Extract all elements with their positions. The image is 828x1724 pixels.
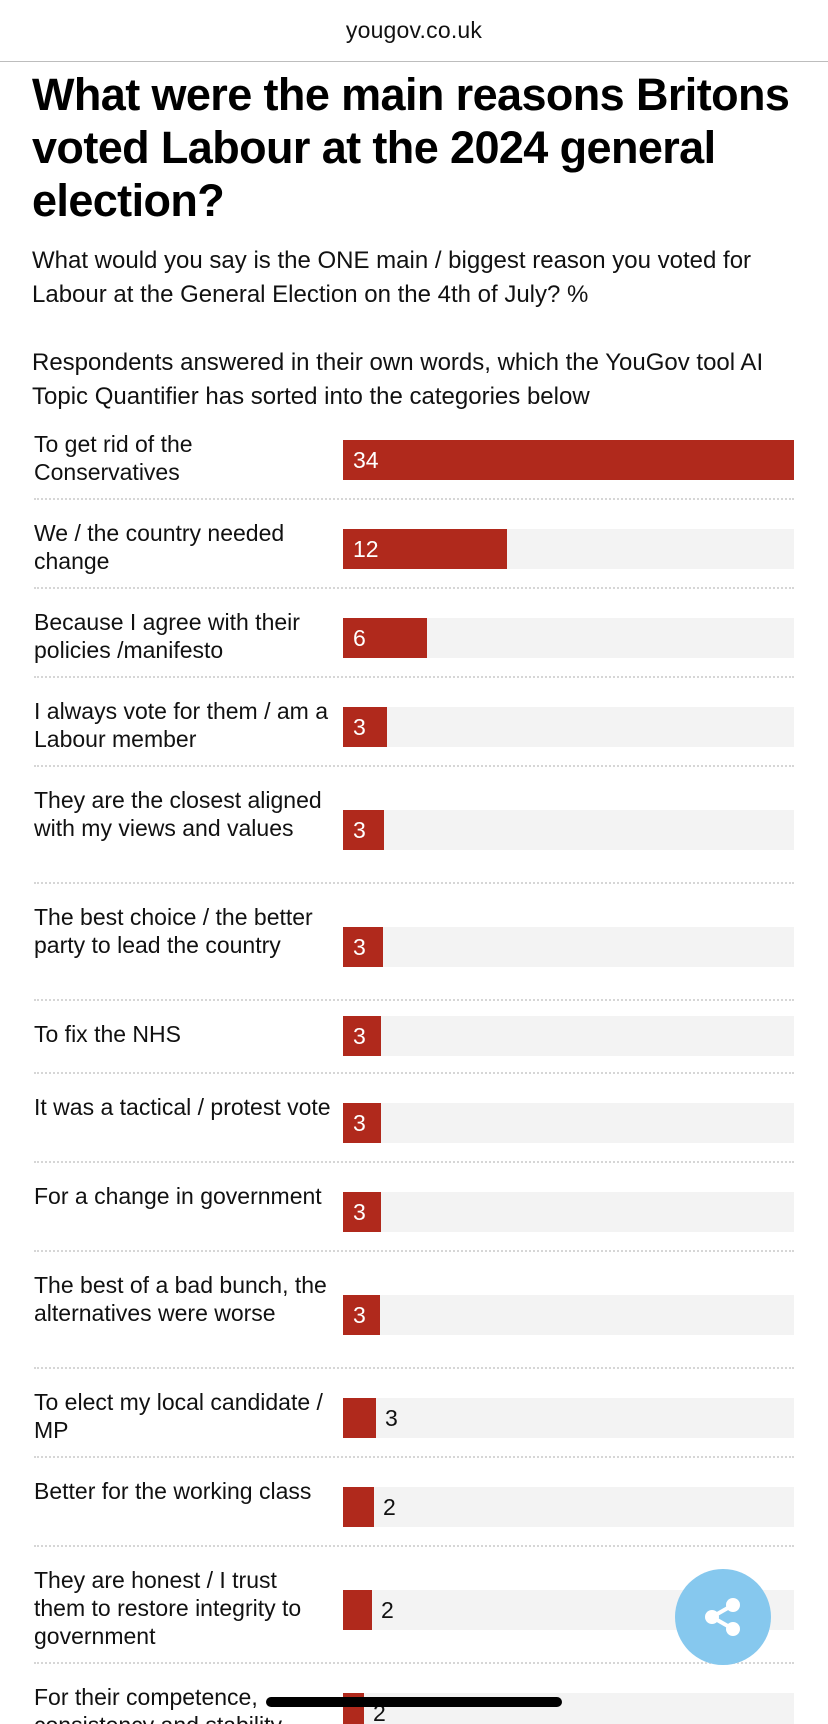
bar-track: 3 (343, 1016, 794, 1056)
row-divider (34, 1545, 794, 1547)
value-label: 12 (353, 536, 379, 562)
category-label: It was a tactical / protest vote (34, 1094, 331, 1120)
bar (343, 1487, 374, 1527)
bar (343, 1295, 380, 1335)
category-label: We / the country needed change (34, 520, 285, 574)
row-divider (34, 1072, 794, 1074)
bar-track: 3 (343, 1398, 794, 1438)
bar-track: 12 (343, 529, 794, 569)
bar-track: 6 (343, 618, 794, 658)
category-label: For their competence, consistency and st… (34, 1684, 282, 1724)
value-label: 34 (353, 447, 379, 473)
row-divider (34, 1250, 794, 1252)
category-label: The best choice / the better party to le… (34, 904, 313, 958)
row-divider (34, 765, 794, 767)
category-label: They are the closest aligned with my vie… (34, 787, 322, 841)
value-label: 3 (353, 934, 366, 960)
bar-track: 3 (343, 927, 794, 967)
bar (343, 1398, 376, 1438)
row-divider (34, 676, 794, 678)
value-label: 6 (353, 625, 366, 651)
value-label: 3 (353, 817, 366, 843)
row-divider (34, 587, 794, 589)
row-divider (34, 882, 794, 884)
bar (343, 810, 384, 850)
bar (343, 1590, 372, 1630)
bar-track: 34 (343, 440, 794, 480)
value-label: 3 (353, 714, 366, 740)
share-button[interactable] (675, 1569, 771, 1665)
category-label: They are honest / I trust them to restor… (34, 1567, 302, 1649)
home-indicator[interactable] (266, 1697, 562, 1707)
value-label: 3 (385, 1405, 398, 1431)
row-divider (34, 498, 794, 500)
row-divider (34, 1161, 794, 1163)
category-label: For a change in government (34, 1183, 322, 1209)
row-divider (34, 1367, 794, 1369)
category-label: I always vote for them / am a Labour mem… (34, 698, 329, 752)
bar-track: 3 (343, 810, 794, 850)
bar-track: 3 (343, 1103, 794, 1143)
url-text: yougov.co.uk (345, 17, 483, 43)
category-label: Because I agree with their policies /man… (34, 609, 300, 663)
category-label: To elect my local candidate / MP (34, 1389, 323, 1443)
bar-track: 3 (343, 1295, 794, 1335)
browser-address-bar[interactable]: yougov.co.uk (0, 0, 828, 62)
value-label: 3 (353, 1110, 366, 1136)
share-icon (705, 1598, 740, 1636)
bar-track: 3 (343, 1192, 794, 1232)
bar (343, 618, 427, 658)
bar (343, 927, 383, 967)
category-label: The best of a bad bunch, the alternative… (34, 1272, 327, 1326)
bar (343, 529, 507, 569)
bar (343, 440, 794, 480)
survey-question: What would you say is the ONE main / big… (32, 247, 752, 308)
category-label: To get rid of the Conservatives (34, 431, 193, 485)
bar (343, 1192, 381, 1232)
row-divider (34, 999, 794, 1001)
bar (343, 1103, 381, 1143)
row-divider (34, 1456, 794, 1458)
value-label: 3 (353, 1302, 366, 1328)
value-label: 3 (353, 1023, 366, 1049)
methodology-note: Respondents answered in their own words,… (32, 349, 764, 410)
bar-track: 2 (343, 1487, 794, 1527)
bar-track: 3 (343, 707, 794, 747)
bar (343, 707, 387, 747)
article-title: What were the main reasons Britons voted… (32, 69, 790, 226)
category-label: To fix the NHS (34, 1021, 181, 1047)
value-label: 3 (353, 1199, 366, 1225)
bar (343, 1016, 381, 1056)
row-divider (34, 1662, 794, 1664)
value-label: 2 (381, 1597, 394, 1623)
category-label: Better for the working class (34, 1478, 312, 1504)
value-label: 2 (383, 1494, 396, 1520)
